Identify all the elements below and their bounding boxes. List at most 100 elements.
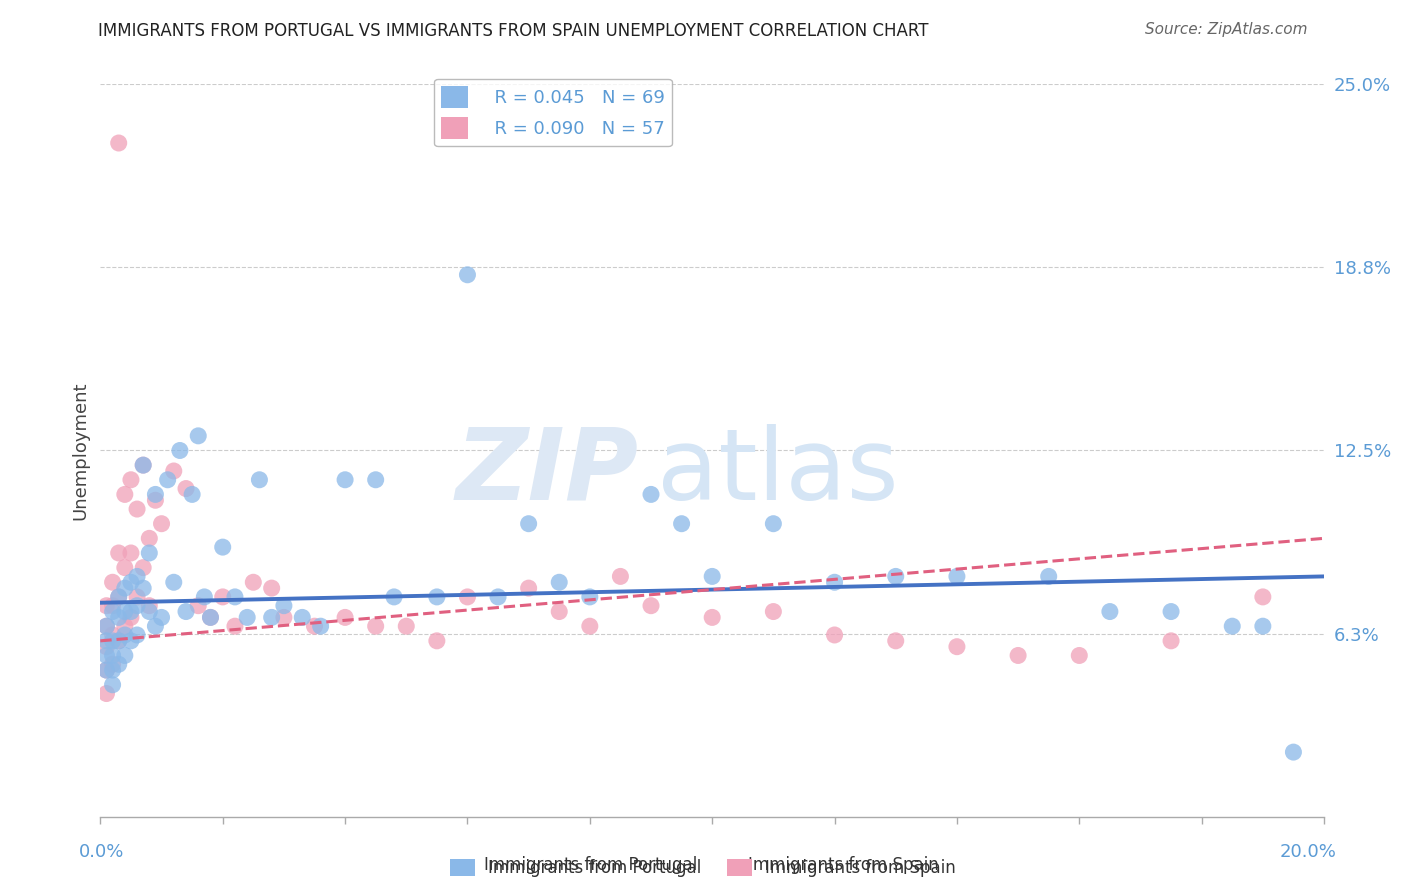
Legend: Immigrants from Portugal, Immigrants from Spain: Immigrants from Portugal, Immigrants fro… <box>443 852 963 884</box>
Point <box>96 663 118 677</box>
Point <box>291 610 314 624</box>
Point <box>96 619 118 633</box>
Point <box>132 458 155 472</box>
Point <box>138 532 160 546</box>
Point <box>260 581 283 595</box>
Point <box>174 605 197 619</box>
Point <box>120 546 142 560</box>
Point <box>132 581 155 595</box>
Point <box>101 575 124 590</box>
Point <box>236 610 259 624</box>
Point <box>101 657 124 672</box>
Point <box>382 590 405 604</box>
Text: 20.0%: 20.0% <box>1279 843 1336 861</box>
Legend:   R = 0.045   N = 69,   R = 0.090   N = 57: R = 0.045 N = 69, R = 0.090 N = 57 <box>434 78 672 146</box>
Point <box>187 429 209 443</box>
Point <box>486 590 509 604</box>
Point <box>138 599 160 613</box>
Point <box>426 590 449 604</box>
Point <box>193 590 215 604</box>
Point <box>1038 569 1060 583</box>
Text: Immigrants from Portugal: Immigrants from Portugal <box>484 856 697 874</box>
Point <box>517 581 540 595</box>
Point <box>150 610 173 624</box>
Point <box>101 678 124 692</box>
Point <box>125 628 148 642</box>
Point <box>101 648 124 663</box>
Point <box>702 569 724 583</box>
Point <box>96 663 118 677</box>
Point <box>884 633 907 648</box>
Point <box>364 473 387 487</box>
Point <box>824 575 846 590</box>
Point <box>120 473 142 487</box>
Point <box>163 464 186 478</box>
Text: Source: ZipAtlas.com: Source: ZipAtlas.com <box>1144 22 1308 37</box>
Point <box>579 619 602 633</box>
Point <box>200 610 222 624</box>
Point <box>1098 605 1121 619</box>
Point <box>125 502 148 516</box>
Point <box>309 619 332 633</box>
Text: IMMIGRANTS FROM PORTUGAL VS IMMIGRANTS FROM SPAIN UNEMPLOYMENT CORRELATION CHART: IMMIGRANTS FROM PORTUGAL VS IMMIGRANTS F… <box>98 22 929 40</box>
Point <box>101 628 124 642</box>
Point <box>200 610 222 624</box>
Point <box>150 516 173 531</box>
Point <box>145 487 167 501</box>
Point <box>107 633 129 648</box>
Point <box>107 610 129 624</box>
Point <box>224 619 246 633</box>
Point <box>1251 619 1274 633</box>
Point <box>260 610 283 624</box>
Point <box>304 619 326 633</box>
Point <box>187 599 209 613</box>
Point <box>249 473 271 487</box>
Point <box>640 487 662 501</box>
Point <box>640 599 662 613</box>
Point <box>174 482 197 496</box>
Point <box>169 443 191 458</box>
Point <box>101 663 124 677</box>
Point <box>163 575 186 590</box>
Point <box>211 540 233 554</box>
Y-axis label: Unemployment: Unemployment <box>72 381 89 520</box>
Point <box>456 268 478 282</box>
Point <box>671 516 693 531</box>
Point <box>1251 590 1274 604</box>
Text: ZIP: ZIP <box>456 424 638 521</box>
Point <box>107 590 129 604</box>
Point <box>107 590 129 604</box>
Point <box>138 605 160 619</box>
Point <box>1220 619 1243 633</box>
Point <box>762 605 785 619</box>
Point <box>125 599 148 613</box>
Point <box>101 633 124 648</box>
Point <box>96 640 118 654</box>
Point <box>702 610 724 624</box>
Point <box>884 569 907 583</box>
Point <box>107 136 129 150</box>
Point <box>824 628 846 642</box>
Point <box>762 516 785 531</box>
Point <box>156 473 179 487</box>
Point <box>579 590 602 604</box>
Point <box>548 605 571 619</box>
Point <box>145 493 167 508</box>
Point <box>609 569 631 583</box>
Point <box>114 560 136 574</box>
Point <box>395 619 418 633</box>
Point <box>132 458 155 472</box>
Point <box>224 590 246 604</box>
Point <box>96 648 118 663</box>
Point <box>138 546 160 560</box>
Point <box>114 605 136 619</box>
Point <box>114 487 136 501</box>
Point <box>96 619 118 633</box>
Point <box>120 610 142 624</box>
Point <box>1007 648 1029 663</box>
Point <box>114 628 136 642</box>
Point <box>1160 633 1182 648</box>
Point <box>132 560 155 574</box>
Point <box>456 590 478 604</box>
Point <box>107 633 129 648</box>
